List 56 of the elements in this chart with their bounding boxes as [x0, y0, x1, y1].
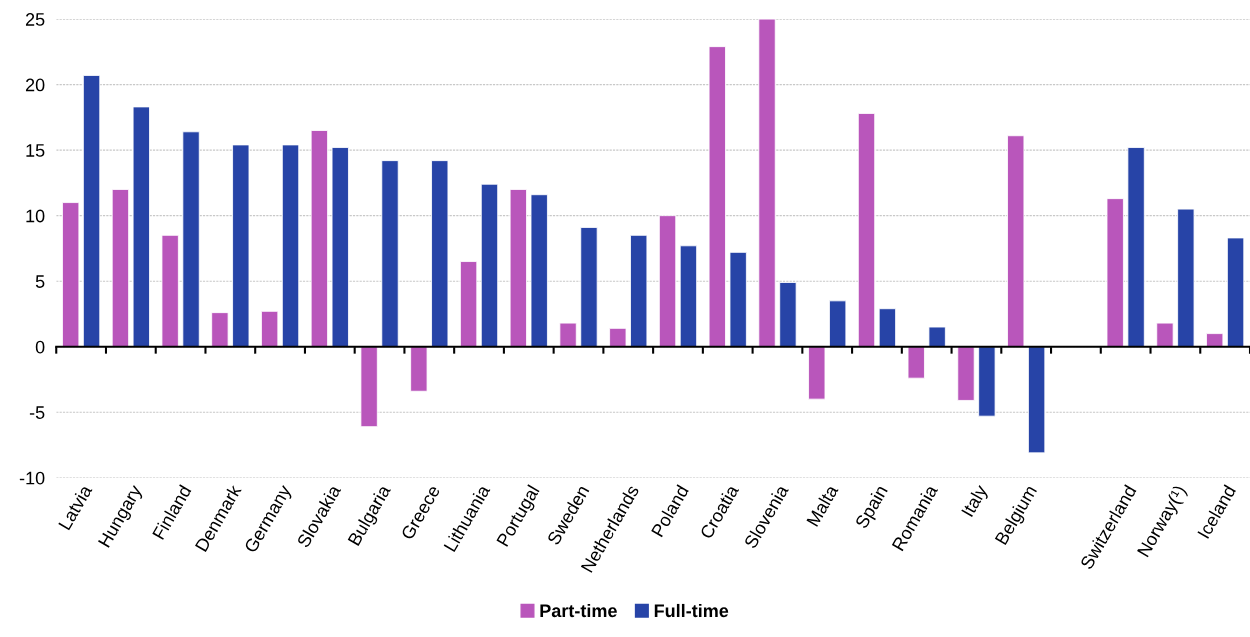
bar [480, 183, 499, 348]
bar [331, 147, 349, 348]
bar [1177, 208, 1195, 348]
bar [1156, 322, 1174, 348]
bar [758, 19, 776, 348]
bar [431, 160, 449, 348]
bar [857, 113, 876, 348]
bar [580, 227, 598, 348]
bar [310, 130, 328, 348]
bar [360, 346, 378, 428]
bar [1106, 198, 1124, 348]
y-tick-label: 0 [35, 340, 45, 354]
bar [111, 189, 130, 348]
bar [281, 144, 300, 348]
legend-label: Full-time [654, 603, 729, 618]
y-tick-label: 15 [26, 144, 45, 157]
bar [530, 194, 548, 348]
y-tick-label: 20 [25, 78, 45, 92]
bar [978, 346, 996, 417]
bar [1007, 135, 1025, 348]
bar [62, 202, 80, 348]
bar [928, 326, 946, 348]
bar [211, 312, 229, 348]
bar [261, 310, 279, 348]
legend-label: Part-time [540, 603, 617, 618]
y-tick-label: -5 [29, 406, 45, 419]
bar [1226, 237, 1245, 348]
bar [232, 144, 250, 348]
bar [132, 106, 150, 348]
bar [878, 308, 897, 348]
bar [630, 234, 648, 348]
bar [459, 261, 478, 348]
bar [679, 245, 698, 348]
bar [829, 300, 847, 348]
bar [609, 327, 627, 348]
bar [779, 282, 797, 348]
bar [1127, 147, 1145, 348]
bar [957, 346, 975, 401]
bar [658, 215, 677, 348]
bar [1027, 346, 1046, 454]
y-tick-label: 10 [26, 209, 45, 223]
bar [1206, 333, 1224, 348]
y-tick-label: 25 [25, 13, 45, 26]
bar [808, 346, 826, 400]
bar [381, 160, 399, 348]
bar [161, 234, 179, 348]
y-tick-label: 5 [35, 275, 45, 288]
bar [410, 346, 428, 392]
bar [82, 75, 101, 348]
bar [907, 346, 925, 379]
bar [182, 131, 200, 348]
bar [509, 189, 527, 348]
bar [708, 46, 726, 348]
bar [559, 322, 577, 348]
y-tick-label: -10 [19, 471, 45, 485]
bar [729, 251, 747, 348]
